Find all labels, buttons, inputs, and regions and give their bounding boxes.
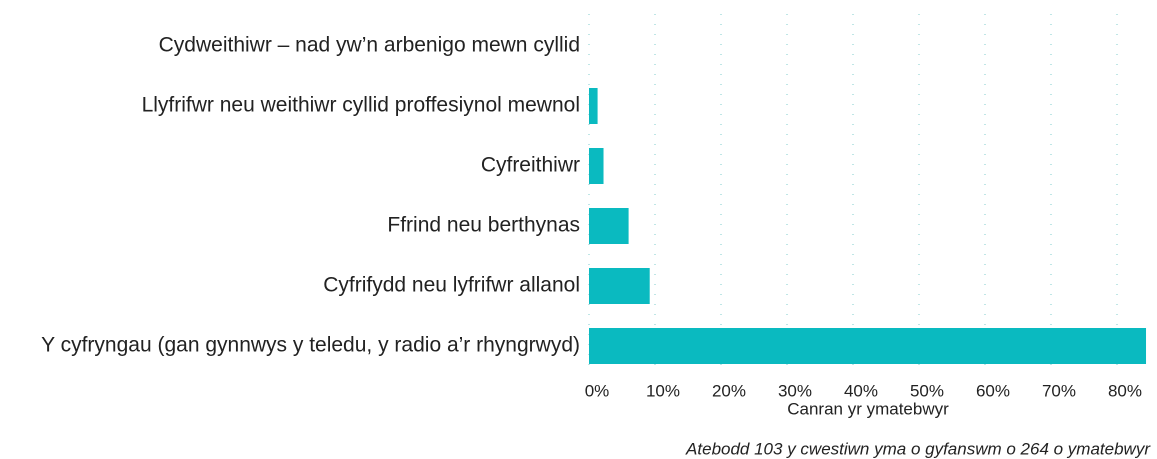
x-tick-label: 10% (646, 381, 680, 400)
y-tick-label: Cyfreithiwr (481, 154, 580, 177)
y-tick-label: Cydweithiwr – nad yw’n arbenigo mewn cyl… (159, 34, 580, 57)
x-tick-label: 60% (976, 381, 1010, 400)
annotation: Atebodd 103 y cwestiwn yma o gyfanswm o … (685, 439, 1151, 458)
bar (589, 208, 629, 244)
y-tick-label: Ffrind neu berthynas (387, 214, 580, 237)
y-tick-label: Cyfrifydd neu lyfrifwr allanol (323, 274, 580, 297)
x-tick-label: 70% (1042, 381, 1076, 400)
x-tick-label: 30% (778, 381, 812, 400)
x-tick-label: 50% (910, 381, 944, 400)
x-axis-label: Canran yr ymatebwyr (787, 399, 949, 418)
bar (589, 88, 598, 124)
x-tick-label: 0% (585, 381, 610, 400)
bar (589, 328, 1147, 364)
x-tick-label: 20% (712, 381, 746, 400)
y-tick-label: Y cyfryngau (gan gynnwys y teledu, y rad… (41, 334, 580, 357)
bar (589, 268, 650, 304)
x-tick-label: 80% (1108, 381, 1142, 400)
bar (589, 148, 604, 184)
x-tick-label: 40% (844, 381, 878, 400)
y-tick-label: Llyfrifwr neu weithiwr cyllid proffesiyn… (142, 94, 580, 117)
